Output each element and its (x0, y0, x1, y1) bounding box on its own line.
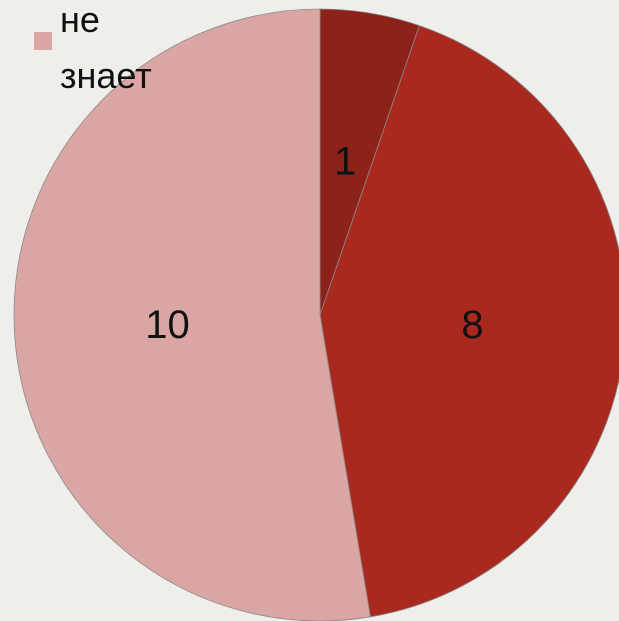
data-label: 1 (334, 140, 356, 184)
legend: не знает (34, 0, 190, 104)
data-label: 10 (145, 303, 190, 347)
legend-marker (34, 32, 52, 50)
pie-slice (319, 25, 619, 618)
legend-label: не знает (60, 0, 152, 96)
data-label: 8 (461, 303, 483, 347)
pie-slice (13, 8, 371, 621)
